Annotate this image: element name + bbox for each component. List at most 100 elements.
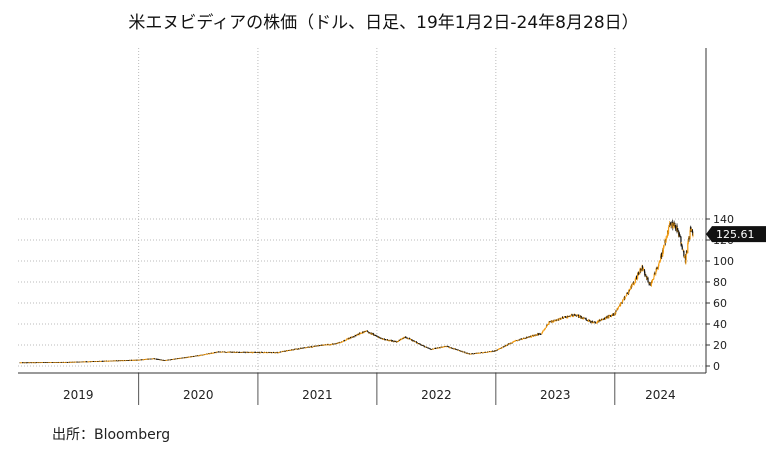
candle-body xyxy=(31,362,33,364)
candle-body xyxy=(490,351,492,352)
candle-body xyxy=(567,316,569,317)
candle-body xyxy=(435,348,437,350)
candle-body xyxy=(690,228,692,232)
candle-body xyxy=(299,348,301,350)
candle-body xyxy=(639,269,641,274)
candle-body xyxy=(608,315,610,317)
candle-body xyxy=(140,359,143,361)
candle-body xyxy=(428,348,430,349)
candle-body xyxy=(90,361,92,363)
candle-body xyxy=(236,352,238,353)
candle-body xyxy=(266,351,268,353)
candle-body xyxy=(583,317,585,319)
candle-body xyxy=(367,331,369,333)
candle-body xyxy=(312,346,314,348)
candle-body xyxy=(687,242,689,254)
candle-body xyxy=(26,362,29,364)
candle-body xyxy=(633,282,635,284)
candle-body xyxy=(389,340,391,341)
candle-body xyxy=(451,347,453,349)
candle-body xyxy=(225,351,227,353)
candle-body xyxy=(553,320,556,322)
candle-body xyxy=(118,360,120,362)
candle-body xyxy=(655,272,657,275)
candle-body xyxy=(412,340,414,342)
candle-body xyxy=(649,284,651,286)
candle-body xyxy=(512,341,515,343)
candle-body xyxy=(478,352,480,354)
candle-body xyxy=(500,348,502,349)
candle-body xyxy=(437,348,439,349)
candle-body xyxy=(606,316,608,319)
candle-body xyxy=(106,360,108,362)
candle-body xyxy=(54,362,56,363)
candle-body xyxy=(326,344,328,346)
candle-body xyxy=(248,351,250,353)
candle-body xyxy=(42,362,45,363)
candle-body xyxy=(615,310,617,314)
candle-body xyxy=(290,350,292,351)
candle-body xyxy=(284,350,286,352)
candle-body xyxy=(604,318,606,320)
candle-body xyxy=(95,361,97,362)
candle-body xyxy=(545,326,547,328)
candle-body xyxy=(227,351,229,353)
candle-body xyxy=(350,336,353,338)
candle-body xyxy=(563,317,565,319)
candle-body xyxy=(640,268,642,271)
candle-body xyxy=(316,345,318,347)
candle-body xyxy=(323,344,325,346)
candle-body xyxy=(398,339,400,341)
candle-body xyxy=(626,292,629,294)
candle-body xyxy=(480,352,483,353)
candle-body xyxy=(345,340,347,341)
candle-body xyxy=(175,358,177,360)
candle-body xyxy=(387,339,389,341)
candle-body xyxy=(629,289,631,291)
candle-body xyxy=(618,305,620,307)
candle-body xyxy=(93,361,95,362)
candle-body xyxy=(397,341,399,343)
candle-body xyxy=(521,338,524,340)
candle-body xyxy=(331,344,333,346)
candle-body xyxy=(419,343,421,345)
candle-body xyxy=(462,351,464,353)
candle-body xyxy=(651,280,653,283)
candle-body xyxy=(628,290,630,294)
candle-body xyxy=(426,346,428,348)
candle-body xyxy=(215,352,217,354)
candle-body xyxy=(665,236,667,241)
candle-body xyxy=(81,361,83,363)
candle-body xyxy=(650,282,652,286)
candle-body xyxy=(541,332,544,334)
candle-body xyxy=(549,321,551,323)
y-tick-label: 100 xyxy=(713,255,734,268)
candle-body xyxy=(680,236,682,245)
candle-body xyxy=(172,358,175,360)
candle-body xyxy=(505,344,508,346)
candle-body xyxy=(642,268,645,270)
candle-body xyxy=(536,334,538,336)
candle-body xyxy=(692,235,694,236)
candle-body xyxy=(417,343,419,344)
candle-body xyxy=(243,351,245,353)
y-tick-label: 20 xyxy=(713,339,727,352)
candle-body xyxy=(264,352,266,354)
candle-body xyxy=(390,339,392,341)
candle-body xyxy=(86,361,88,363)
candle-body xyxy=(670,223,672,225)
candle-body xyxy=(524,338,526,339)
candle-body xyxy=(67,361,70,363)
candle-body xyxy=(609,315,611,316)
candle-body xyxy=(658,260,661,263)
candle-body xyxy=(666,230,669,236)
candle-body xyxy=(83,361,86,363)
candle-body xyxy=(658,263,660,266)
candle-body xyxy=(405,337,407,339)
candle-body xyxy=(572,316,574,318)
candle-body xyxy=(544,327,546,329)
candle-body xyxy=(589,320,591,322)
candle-body xyxy=(625,295,628,296)
candle-body xyxy=(120,360,122,362)
candle-body xyxy=(223,351,225,353)
